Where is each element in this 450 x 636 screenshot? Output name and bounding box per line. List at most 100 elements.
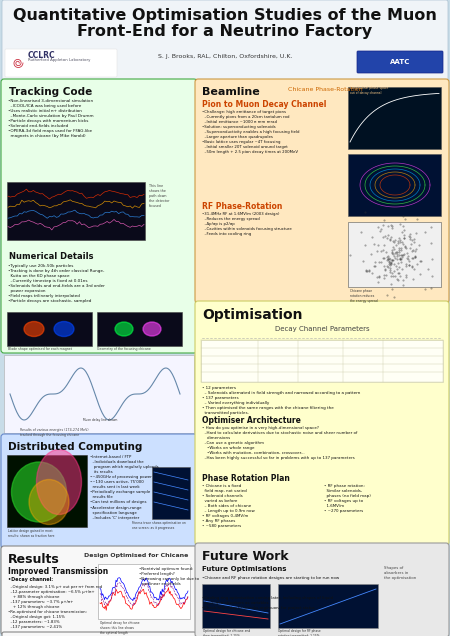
Point [402, 272, 410, 282]
Point [409, 245, 416, 256]
Point [398, 254, 405, 265]
Point [383, 247, 390, 257]
Point [380, 220, 387, 230]
Point [397, 250, 405, 260]
Point [364, 266, 371, 276]
Point [403, 244, 410, 254]
Point [389, 271, 396, 281]
FancyBboxPatch shape [202, 584, 270, 628]
Point [389, 221, 396, 232]
Point [362, 265, 369, 275]
Point [404, 254, 411, 265]
Point [384, 289, 391, 300]
Text: •Challenge: high emittance of target pions
  –Currently pions from a 20cm tantal: •Challenge: high emittance of target pio… [202, 110, 300, 155]
Text: • RF phase rotation:
  Similar solenoids,
  phases (no field map)
• RF voltages : • RF phase rotation: Similar solenoids, … [324, 484, 371, 513]
Point [387, 254, 394, 264]
Point [401, 241, 409, 251]
Point [411, 251, 418, 261]
FancyBboxPatch shape [7, 182, 145, 240]
Point [388, 247, 396, 257]
Point [396, 262, 403, 272]
Text: Lattice design gained in most
results: shown as fraction here: Lattice design gained in most results: s… [8, 529, 54, 538]
Point [381, 261, 388, 271]
Text: Improved Transmission: Improved Transmission [8, 567, 108, 576]
Point [401, 214, 409, 224]
Text: •Internet-based / FTP
  –Individuals download the
   program which regularly upl: •Internet-based / FTP –Individuals downl… [90, 455, 158, 520]
FancyBboxPatch shape [348, 87, 441, 149]
Point [386, 258, 393, 268]
Point [400, 275, 407, 285]
Text: CCLRC: CCLRC [28, 51, 56, 60]
Point [373, 272, 380, 282]
Point [394, 258, 401, 268]
Text: Blade shape optimised for each magnet: Blade shape optimised for each magnet [8, 347, 72, 351]
Point [390, 236, 397, 246]
Text: Design Optimised for Chicane: Design Optimised for Chicane [84, 553, 189, 558]
Point [400, 232, 408, 242]
FancyBboxPatch shape [7, 312, 92, 346]
Point [405, 232, 413, 242]
Point [413, 214, 420, 225]
Point [375, 258, 382, 268]
Point [374, 240, 382, 251]
FancyBboxPatch shape [201, 340, 443, 382]
Point [392, 261, 400, 271]
Point [387, 258, 395, 268]
Point [346, 250, 354, 260]
Text: S. J. Brooks, RAL, Chilton, Oxfordshire, U.K.: S. J. Brooks, RAL, Chilton, Oxfordshire,… [158, 54, 292, 59]
FancyBboxPatch shape [97, 312, 182, 346]
Point [396, 235, 403, 245]
Point [387, 258, 395, 268]
Point [383, 270, 390, 280]
Point [387, 258, 394, 268]
Point [384, 254, 392, 265]
Point [402, 259, 409, 269]
Text: • 12 parameters
  – Solenoids alternated in field strength and narrowed accordin: • 12 parameters – Solenoids alternated i… [202, 386, 360, 415]
Point [407, 234, 414, 244]
Point [369, 268, 376, 279]
Text: Geometry of the focusing chicane: Geometry of the focusing chicane [97, 347, 151, 351]
Point [427, 223, 434, 233]
Point [380, 270, 387, 280]
Point [385, 257, 392, 267]
Point [385, 256, 392, 266]
Point [386, 259, 393, 270]
Text: –Original design: 3.1% μ+ out per π+ from rod
  –12-parameter optimisation: ~6.5: –Original design: 3.1% μ+ out per π+ fro… [8, 585, 102, 630]
Point [377, 257, 384, 267]
Point [381, 265, 388, 275]
FancyBboxPatch shape [348, 222, 441, 287]
Point [398, 243, 405, 253]
Point [388, 223, 395, 233]
Point [386, 263, 393, 273]
Point [365, 265, 373, 275]
FancyBboxPatch shape [4, 355, 194, 433]
Text: RF Phase-Rotation: RF Phase-Rotation [202, 202, 283, 211]
FancyBboxPatch shape [195, 79, 449, 303]
Point [400, 280, 407, 290]
Point [372, 256, 379, 266]
Point [389, 242, 396, 252]
Ellipse shape [12, 462, 67, 522]
Point [400, 249, 408, 259]
Point [405, 256, 412, 266]
Point [381, 273, 388, 283]
Text: Rutherford Appleton Laboratory: Rutherford Appleton Laboratory [28, 58, 90, 62]
Point [395, 247, 402, 257]
Point [383, 251, 391, 261]
Point [411, 252, 418, 262]
Point [388, 284, 395, 294]
Point [400, 232, 408, 242]
Point [397, 245, 405, 255]
Point [377, 224, 384, 234]
Point [386, 259, 393, 269]
Point [396, 219, 403, 230]
Point [408, 261, 415, 272]
Point [386, 265, 393, 275]
Text: Optimiser Architecture: Optimiser Architecture [202, 416, 301, 425]
Point [376, 272, 383, 282]
Point [410, 253, 417, 263]
Point [406, 229, 414, 239]
Text: Shapes of
absorbers in
the optimisation: Shapes of absorbers in the optimisation [384, 566, 416, 580]
Point [398, 250, 405, 260]
Point [407, 243, 414, 253]
